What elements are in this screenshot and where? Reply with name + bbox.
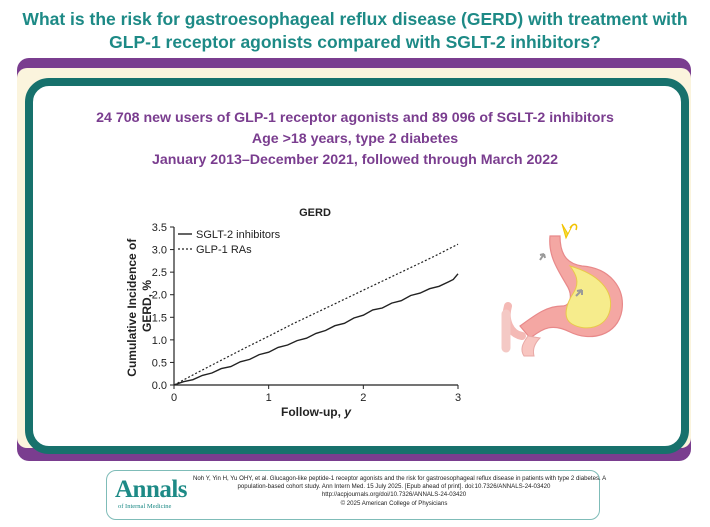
chart-title: GERD <box>299 207 331 219</box>
x-tick-label: 1 <box>266 392 272 404</box>
annals-logo: Annals of Internal Medicine <box>115 476 188 511</box>
y-tick-label: 3.0 <box>152 245 167 257</box>
stomach-reflux-icon <box>501 223 623 357</box>
series-layer <box>173 243 459 386</box>
x-axis-ticks: 0 1 2 3 <box>171 385 461 404</box>
y-tick-label: 2.0 <box>152 290 167 302</box>
infographic-title: What is the risk for gastroesophageal re… <box>20 8 690 54</box>
y-axis-label: Cumulative Incidence of GERD, % <box>125 235 154 376</box>
y-tick-label: 0.0 <box>152 380 167 392</box>
title-line-1: What is the risk for gastroesophageal re… <box>22 9 688 29</box>
copyright: © 2025 American College of Physicians <box>340 499 448 507</box>
study-population: 24 708 new users of GLP-1 receptor agoni… <box>96 110 614 126</box>
y-axis-ticks: 0.0 0.5 1.0 1.5 2.0 2.5 3.0 3.5 <box>152 222 174 392</box>
study-criteria: Age >18 years, type 2 diabetes <box>251 131 459 147</box>
y-tick-label: 2.5 <box>152 267 167 279</box>
series-line-glp-1-ras <box>173 243 459 386</box>
logo-sub-text: of Internal Medicine <box>118 503 172 510</box>
series-line-sglt-2-inhibitors <box>173 273 459 386</box>
x-tick-label: 2 <box>360 392 366 404</box>
study-description: 24 708 new users of GLP-1 receptor agoni… <box>40 108 670 171</box>
x-axis-label: Follow-up, y <box>281 405 352 419</box>
y-tick-label: 1.5 <box>152 312 167 324</box>
y-tick-label: 0.5 <box>152 357 167 369</box>
citation-line-1: Noh Y, Yin H, Yu OHY, et al. Glucagon-li… <box>193 475 607 482</box>
study-period: January 2013–December 2021, followed thr… <box>151 152 559 168</box>
citation-box: Annals of Internal Medicine Noh Y, Yin H… <box>106 470 607 520</box>
x-tick-label: 3 <box>455 392 461 404</box>
x-tick-label: 0 <box>171 392 177 404</box>
citation-doi-link[interactable]: http://acpjournals.org/doi/10.7326/ANNAL… <box>321 491 467 499</box>
citation-line-2: population-based cohort study. Ann Inter… <box>237 483 551 491</box>
logo-main-text: Annals <box>115 476 188 503</box>
title-line-2: GLP-1 receptor agonists compared with SG… <box>109 32 601 52</box>
chart-legend: SGLT-2 inhibitors GLP-1 RAs <box>178 229 281 256</box>
y-tick-label: 3.5 <box>152 222 167 234</box>
gerd-line-chart: GERD 0.0 0.5 1.0 1.5 2.0 2.5 3.0 3.5 0 1 2 3 SGLT-… <box>125 207 461 419</box>
y-tick-label: 1.0 <box>152 335 167 347</box>
citation-text: Noh Y, Yin H, Yu OHY, et al. Glucagon-li… <box>193 475 607 508</box>
legend-label-glp1: GLP-1 RAs <box>196 244 252 256</box>
legend-label-sglt2: SGLT-2 inhibitors <box>196 229 281 241</box>
